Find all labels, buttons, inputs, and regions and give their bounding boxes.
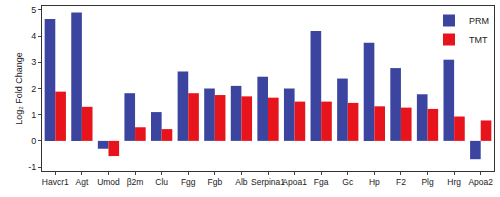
svg-text:Log₂ Fold Change: Log₂ Fold Change [14,52,24,125]
svg-text:0: 0 [31,136,36,146]
svg-text:2: 2 [31,84,36,94]
svg-text:F2: F2 [396,177,406,187]
svg-text:Apoa2: Apoa2 [468,177,493,187]
svg-text:Alb: Alb [235,177,248,187]
svg-text:Apoa1: Apoa1 [282,177,307,187]
svg-text:β2m: β2m [127,177,144,187]
svg-text:3: 3 [31,57,36,67]
svg-text:5: 5 [31,5,36,15]
svg-text:Umod: Umod [97,177,120,187]
svg-text:-1: -1 [28,162,36,172]
svg-text:1: 1 [31,110,36,120]
svg-text:Serpina1: Serpina1 [251,177,285,187]
svg-text:Fga: Fga [314,177,329,187]
svg-text:Plg: Plg [421,177,434,187]
svg-text:Fgg: Fgg [181,177,196,187]
svg-text:Gc: Gc [342,177,354,187]
svg-text:4: 4 [31,31,36,41]
svg-text:TMT: TMT [469,35,488,45]
svg-text:PRM: PRM [469,16,489,26]
svg-text:Clu: Clu [155,177,168,187]
svg-text:Agt: Agt [75,177,88,187]
svg-text:Fgb: Fgb [207,177,222,187]
svg-text:Hp: Hp [369,177,380,187]
svg-text:Hrg: Hrg [447,177,461,187]
svg-text:Havcr1: Havcr1 [42,177,69,187]
